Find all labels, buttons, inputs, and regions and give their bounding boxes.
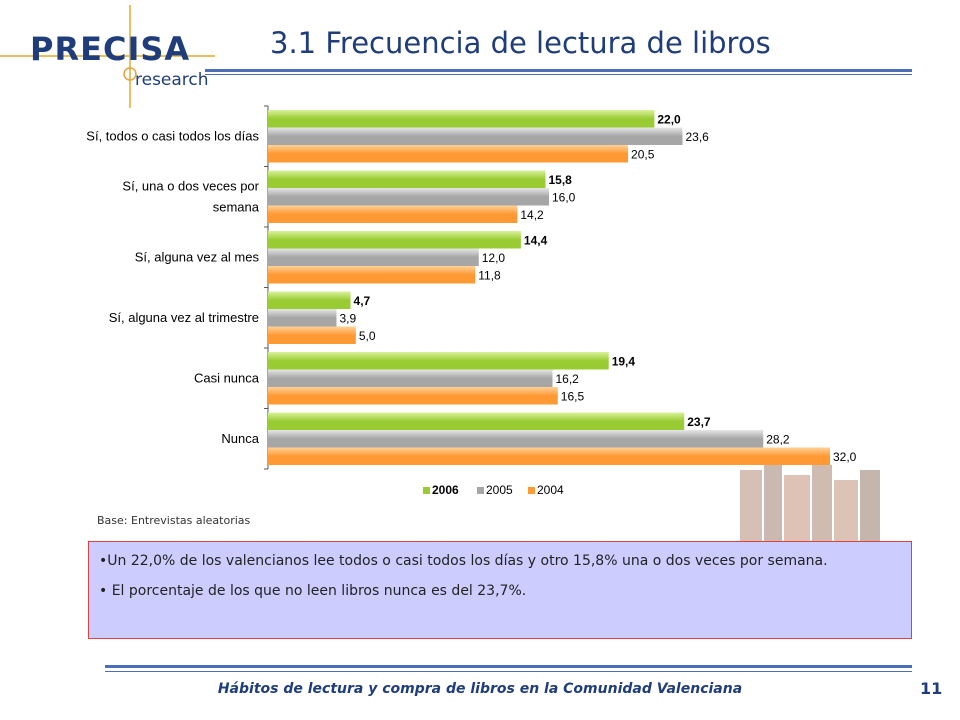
base-note: Base: Entrevistas aleatorias [97,514,251,527]
data-label: 3,9 [339,312,356,326]
category-label: semana [213,199,260,214]
precisa-logo: PRECISA research [0,0,230,110]
data-label: 19,4 [612,355,636,369]
footer-text: Hábitos de lectura y compra de libros en… [217,681,743,697]
data-label: 16,0 [552,191,576,205]
bar-2005 [268,188,549,206]
bar-2006 [268,291,351,309]
data-label: 20,5 [631,148,655,162]
data-label: 23,6 [685,130,709,144]
bar-2006 [268,110,655,128]
data-label: 16,2 [556,372,580,386]
bar-2005 [268,248,479,266]
data-label: 14,2 [520,208,544,222]
data-label: 28,2 [766,433,790,447]
data-label: 16,5 [561,390,585,404]
data-label: 5,0 [359,329,376,343]
bar-2004 [268,145,629,163]
bar-2006 [268,412,685,430]
logo-subtext: research [135,70,209,90]
bar-2005 [268,430,764,448]
legend-swatch-2004 [528,487,535,494]
data-label: 22,0 [657,113,681,127]
data-label: 32,0 [833,450,857,464]
bar-2005 [268,309,337,327]
page-number: 11 [920,679,943,698]
data-label: 4,7 [354,294,371,308]
category-label: Casi nunca [194,370,260,385]
bar-2005 [268,127,683,145]
bar-2004 [268,326,356,344]
category-label: Sí, todos o casi todos los días [86,128,259,143]
legend-label: 2005 [486,483,513,497]
bar-2004 [268,266,476,284]
page-title: 3.1 Frecuencia de lectura de libros [270,26,771,60]
data-label: 15,8 [548,173,572,187]
legend-swatch-2005 [477,487,484,494]
notes-box: •Un 22,0% de los valencianos lee todos o… [88,541,912,639]
category-label: Sí, alguna vez al mes [135,249,260,264]
bar-2004 [268,387,558,405]
data-label: 12,0 [482,251,506,265]
logo-text: PRECISA [30,30,191,68]
bar-chart: Sí, todos o casi todos los días 22,0 23,6 2… [86,105,857,497]
bar-2006 [268,231,521,249]
note-2: • El porcentaje de los que no leen libro… [99,583,527,599]
category-label: Sí, alguna vez al trimestre [109,310,259,325]
legend-label: 2006 [432,483,459,497]
footer-rule [105,665,912,668]
title-rule-thin [205,74,912,75]
bar-2004 [268,447,830,465]
bar-2005 [268,369,553,387]
legend-swatch-2006 [423,487,430,494]
data-label: 14,4 [524,234,548,248]
footer-rule-thin [105,671,912,672]
category-label: Nunca [221,431,259,446]
bar-2006 [268,352,609,370]
bar-2004 [268,205,518,223]
legend-label: 2004 [537,483,564,497]
bar-2006 [268,170,546,188]
data-label: 23,7 [687,415,711,429]
data-label: 11,8 [478,269,501,283]
category-label: Sí, una o dos veces por [122,178,259,193]
title-rule [205,69,912,72]
note-1: •Un 22,0% de los valencianos lee todos o… [99,553,828,569]
logo-cross-icon [0,5,215,108]
